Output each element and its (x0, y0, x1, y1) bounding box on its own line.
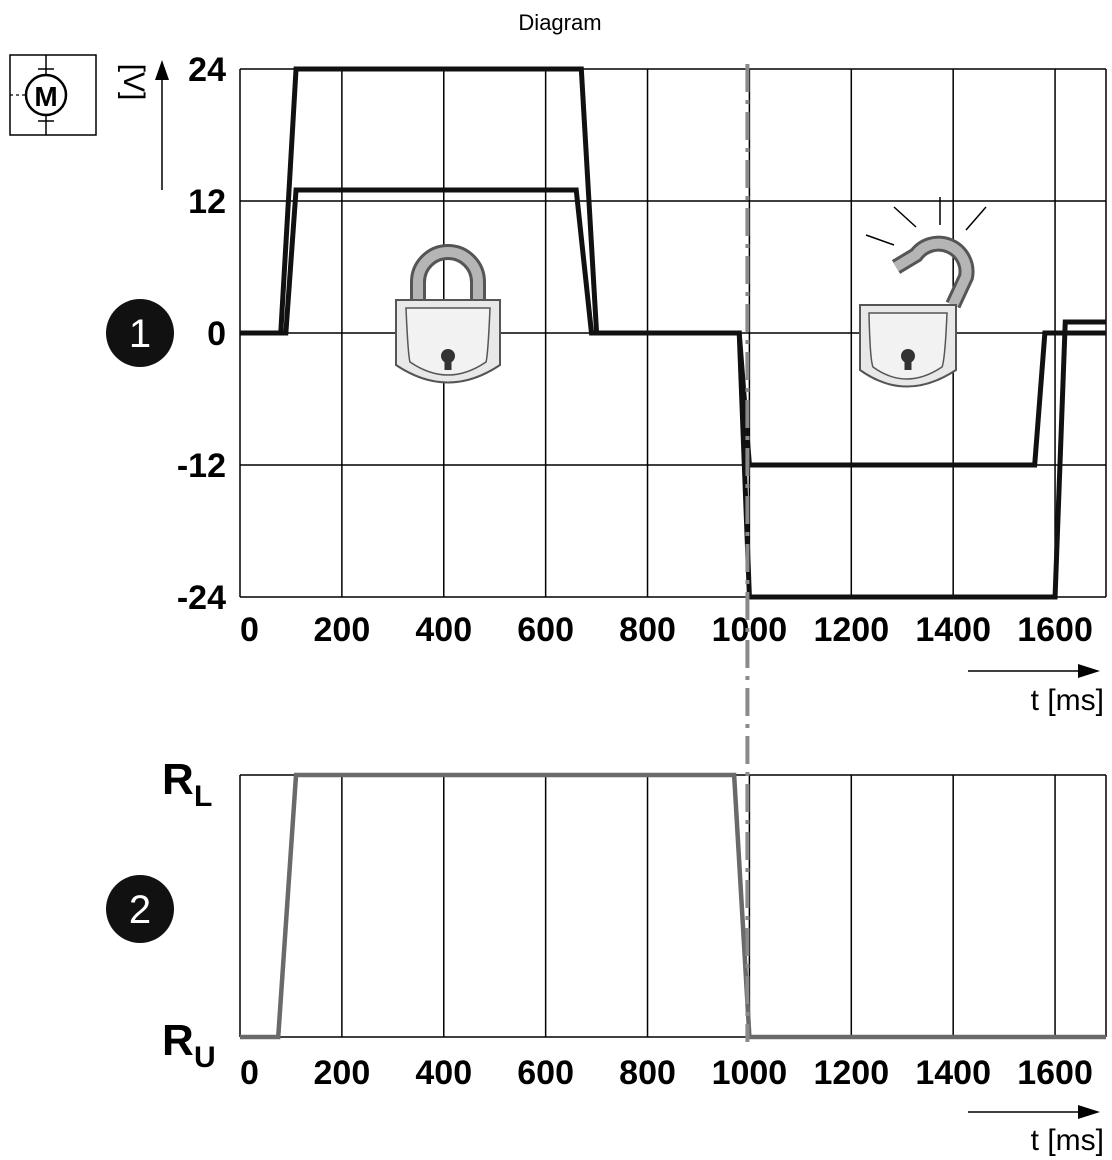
motor-symbol-icon: M (9, 54, 97, 136)
padlock-unlocked-icon (859, 197, 987, 388)
top-ytick-label: 12 (188, 183, 226, 221)
bottom-xtick-label: 1600 (1017, 1054, 1093, 1092)
bottom-chart-grid (239, 774, 1107, 1038)
bottom-xtick-label: 200 (314, 1054, 371, 1092)
top-xtick-label: 1200 (813, 611, 889, 649)
level-rl-sub: L (194, 780, 212, 813)
bottom-xlabel: t [ms] (1031, 1124, 1104, 1157)
chart-title: Diagram (518, 10, 601, 35)
bottom-xtick-label: 400 (415, 1054, 472, 1092)
top-ytick-label: -24 (177, 579, 226, 617)
top-series-line-2 (240, 187, 1106, 468)
marker-2-badge: 2 (106, 875, 174, 943)
bottom-xtick-label: 1200 (813, 1054, 889, 1092)
top-xtick-label: 200 (314, 611, 371, 649)
top-xtick-label: 0 (240, 611, 259, 649)
bottom-x-arrow-head (1078, 1105, 1100, 1119)
marker-2-label: 2 (129, 888, 151, 932)
bottom-series-line-1 (240, 772, 1106, 1040)
top-xtick-label: 800 (619, 611, 676, 649)
bottom-chart-series (240, 772, 1106, 1040)
level-ru-sub: U (194, 1041, 216, 1074)
top-ytick-label: -12 (177, 447, 226, 485)
top-chart-series (240, 66, 1106, 600)
marker-1-label: 1 (129, 312, 151, 356)
top-xtick-label: 400 (415, 611, 472, 649)
bottom-chart-xticks: 0 200 400 600 800 1000 1200 1400 1600 (240, 1054, 1093, 1092)
bottom-xtick-label: 0 (240, 1054, 259, 1092)
marker-1-badge: 1 (106, 299, 174, 367)
top-ytick-label: 0 (207, 315, 226, 353)
bottom-xtick-label: 1400 (915, 1054, 991, 1092)
level-ru-main: R (162, 1016, 194, 1065)
top-y-arrow-head (155, 60, 169, 80)
top-x-arrow-head (1078, 664, 1100, 678)
top-chart-yticks: 24 12 0 -12 -24 (177, 51, 226, 617)
top-ylabel: [V] (117, 64, 150, 101)
level-rl-label: R L (162, 755, 212, 813)
top-ytick-label: 24 (188, 51, 226, 89)
padlock-locked-icon (395, 244, 501, 384)
top-xtick-label: 600 (517, 611, 574, 649)
bottom-xtick-label: 1000 (712, 1054, 788, 1092)
level-rl-main: R (162, 755, 194, 804)
bottom-xtick-label: 600 (517, 1054, 574, 1092)
top-xtick-label: 1600 (1017, 611, 1093, 649)
bottom-xtick-label: 800 (619, 1054, 676, 1092)
top-xtick-label: 1400 (915, 611, 991, 649)
top-xlabel: t [ms] (1031, 684, 1104, 717)
svg-text:M: M (34, 81, 57, 112)
level-ru-label: R U (162, 1016, 216, 1074)
